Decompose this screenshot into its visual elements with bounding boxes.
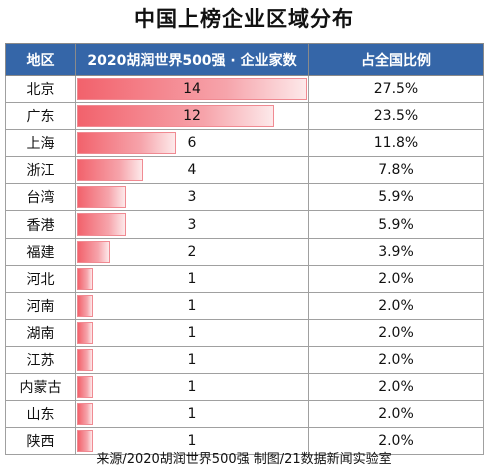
count-label: 14 [183, 81, 201, 98]
count-label: 1 [187, 379, 197, 396]
share-cell: 2.0% [308, 318, 484, 347]
region-cell: 上海 [5, 129, 76, 158]
count-bar [77, 240, 110, 263]
share-cell: 5.9% [308, 210, 484, 239]
source-footer: 来源/2020胡润世界500强 制图/21数据新闻实验室 [96, 452, 392, 467]
count-bar [77, 213, 127, 236]
count-label: 1 [187, 324, 197, 341]
table-row: 香港 3 5.9% [5, 210, 484, 239]
table-row: 台湾 3 5.9% [5, 183, 484, 212]
table-row: 北京 14 27.5% [5, 74, 484, 104]
count-bar [77, 430, 94, 453]
count-cell: 12 [75, 102, 309, 131]
table-row: 江苏 1 2.0% [5, 345, 484, 375]
table-row: 浙江 4 7.8% [5, 156, 484, 185]
region-cell: 北京 [5, 74, 76, 104]
header-share: 占全国比例 [308, 43, 484, 76]
region-cell: 陕西 [5, 427, 76, 456]
count-bar [77, 348, 94, 372]
region-cell: 福建 [5, 237, 76, 266]
count-cell: 2 [75, 237, 309, 266]
count-cell: 4 [75, 156, 309, 185]
share-cell: 5.9% [308, 183, 484, 212]
table-row: 河北 1 2.0% [5, 264, 484, 293]
count-cell: 3 [75, 210, 309, 239]
table-row: 福建 2 3.9% [5, 237, 484, 266]
count-bar [77, 267, 94, 290]
header-row: 地区 2020胡润世界500强 · 企业家数 占全国比例 [5, 43, 484, 76]
count-cell: 1 [75, 264, 309, 293]
data-table: 地区 2020胡润世界500强 · 企业家数 占全国比例 北京 14 27.5% 广东… [5, 43, 484, 456]
count-label: 3 [187, 216, 197, 233]
table-row: 陕西 1 2.0% [5, 427, 484, 456]
count-label: 1 [187, 406, 197, 423]
count-bar [77, 403, 94, 426]
share-cell: 2.0% [308, 427, 484, 456]
count-label: 1 [187, 297, 197, 314]
count-bar [77, 78, 307, 101]
table-row: 上海 6 11.8% [5, 129, 484, 158]
region-cell: 内蒙古 [5, 373, 76, 402]
table-body: 北京 14 27.5% 广东 12 23.5% 上海 6 11.8% 浙江 4 7.8% 台湾 3 5.9%… [5, 74, 484, 456]
count-label: 4 [187, 162, 197, 179]
table-row: 山东 1 2.0% [5, 400, 484, 429]
region-cell: 江苏 [5, 345, 76, 375]
region-cell: 台湾 [5, 183, 76, 212]
count-label: 3 [187, 189, 197, 206]
count-cell: 3 [75, 183, 309, 212]
count-bar [77, 105, 275, 128]
region-cell: 河北 [5, 264, 76, 293]
count-label: 12 [183, 108, 201, 125]
count-cell: 1 [75, 345, 309, 375]
region-cell: 广东 [5, 102, 76, 131]
share-cell: 2.0% [308, 291, 484, 320]
count-bar [77, 376, 94, 399]
share-cell: 7.8% [308, 156, 484, 185]
table-row: 广东 12 23.5% [5, 102, 484, 131]
share-cell: 2.0% [308, 373, 484, 402]
count-bar [77, 186, 127, 209]
count-cell: 1 [75, 427, 309, 456]
count-label: 1 [187, 270, 197, 287]
share-cell: 2.0% [308, 264, 484, 293]
count-cell: 1 [75, 400, 309, 429]
table-row: 河南 1 2.0% [5, 291, 484, 320]
table-row: 湖南 1 2.0% [5, 318, 484, 347]
count-label: 2 [187, 243, 197, 260]
share-cell: 2.0% [308, 345, 484, 375]
region-cell: 河南 [5, 291, 76, 320]
count-cell: 6 [75, 129, 309, 158]
count-label: 1 [187, 351, 197, 368]
region-cell: 湖南 [5, 318, 76, 347]
count-bar [77, 132, 176, 155]
share-cell: 2.0% [308, 400, 484, 429]
share-cell: 3.9% [308, 237, 484, 266]
header-region: 地区 [5, 43, 76, 76]
chart-title: 中国上榜企业区域分布 [134, 7, 354, 31]
count-bar [77, 159, 143, 182]
share-cell: 27.5% [308, 74, 484, 104]
count-bar [77, 321, 94, 344]
count-bar [77, 294, 94, 317]
count-cell: 1 [75, 373, 309, 402]
count-cell: 14 [75, 74, 309, 104]
region-cell: 山东 [5, 400, 76, 429]
region-cell: 浙江 [5, 156, 76, 185]
share-cell: 11.8% [308, 129, 484, 158]
count-cell: 1 [75, 318, 309, 347]
header-count: 2020胡润世界500强 · 企业家数 [75, 43, 309, 76]
share-cell: 23.5% [308, 102, 484, 131]
table-row: 内蒙古 1 2.0% [5, 373, 484, 402]
count-label: 1 [187, 433, 197, 450]
region-cell: 香港 [5, 210, 76, 239]
count-label: 6 [187, 135, 197, 152]
count-cell: 1 [75, 291, 309, 320]
